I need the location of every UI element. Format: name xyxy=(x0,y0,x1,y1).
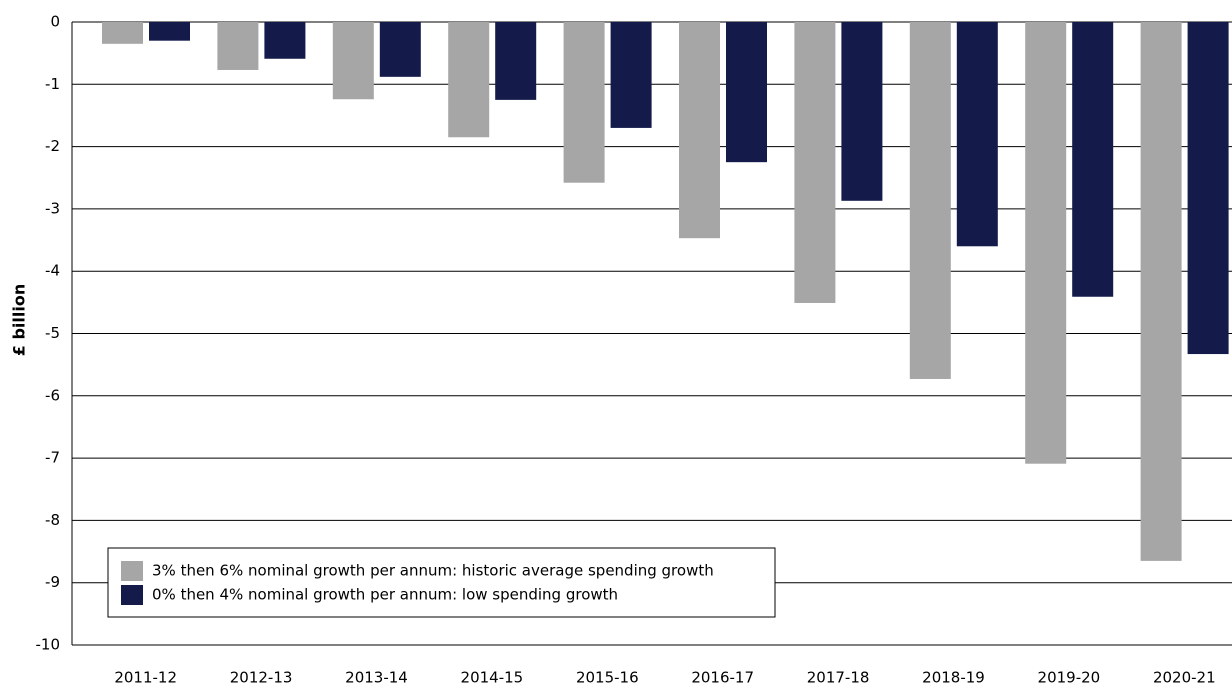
bar xyxy=(909,22,951,379)
bar xyxy=(149,22,190,41)
x-tick-label: 2011-12 xyxy=(114,669,177,687)
y-tick-label: -4 xyxy=(45,262,60,280)
x-tick-label: 2019-20 xyxy=(1038,669,1101,687)
bar xyxy=(956,22,998,247)
bar xyxy=(610,22,652,128)
bar xyxy=(1140,22,1182,561)
bar xyxy=(1072,22,1114,297)
x-tick-label: 2018-19 xyxy=(922,669,985,687)
y-tick-label: 0 xyxy=(50,13,60,31)
legend-label: 0% then 4% nominal growth per annum: low… xyxy=(152,586,618,604)
bar xyxy=(448,22,490,138)
y-axis-label: £ billion xyxy=(10,284,29,356)
bar xyxy=(679,22,720,239)
bar xyxy=(217,22,259,70)
y-tick-label: -1 xyxy=(45,75,60,93)
y-tick-label: -7 xyxy=(45,449,60,467)
y-tick-label: -3 xyxy=(45,199,60,217)
x-tick-label: 2016-17 xyxy=(691,669,754,687)
y-tick-label: -9 xyxy=(45,573,60,591)
bar xyxy=(1187,22,1229,355)
bar xyxy=(495,22,537,100)
x-tick-label: 2017-18 xyxy=(807,669,870,687)
bar xyxy=(563,22,605,183)
bar xyxy=(1025,22,1067,464)
bar xyxy=(379,22,421,77)
x-tick-label: 2014-15 xyxy=(461,669,524,687)
legend-swatch xyxy=(121,585,143,605)
x-tick-label: 2012-13 xyxy=(230,669,293,687)
legend-box xyxy=(107,547,776,618)
y-tick-label: -5 xyxy=(45,324,60,342)
bar xyxy=(841,22,883,201)
bar xyxy=(332,22,374,100)
bar xyxy=(264,22,306,59)
y-tick-label: -2 xyxy=(45,137,60,155)
bar xyxy=(794,22,836,303)
bar xyxy=(726,22,767,163)
legend-swatch xyxy=(121,561,143,581)
x-tick-label: 2013-14 xyxy=(345,669,408,687)
x-tick-label: 2015-16 xyxy=(576,669,639,687)
bar xyxy=(102,22,143,44)
y-tick-label: -10 xyxy=(36,636,61,654)
y-tick-label: -8 xyxy=(45,511,60,529)
x-tick-label: 2020-21 xyxy=(1153,669,1216,687)
y-tick-label: -6 xyxy=(45,386,60,404)
legend-label: 3% then 6% nominal growth per annum: his… xyxy=(152,562,714,580)
